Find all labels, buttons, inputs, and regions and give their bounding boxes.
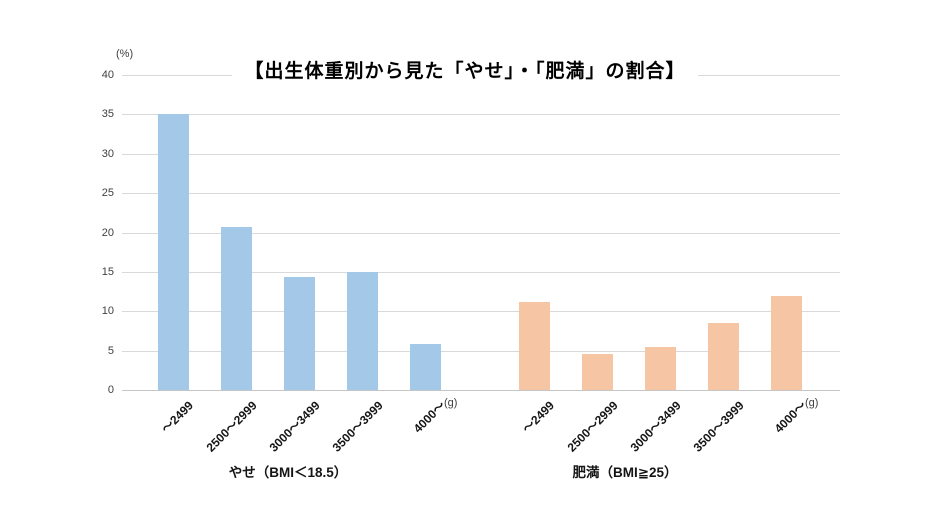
bar	[283, 276, 315, 390]
bar	[220, 226, 252, 390]
bar	[770, 296, 802, 390]
x-category-label: 2500～2999	[203, 398, 260, 455]
x-axis-unit-label: (g)	[444, 397, 458, 409]
x-axis-line	[122, 390, 840, 391]
y-tick-label: 35	[101, 108, 114, 121]
x-category-label: 3000～3499	[266, 398, 323, 455]
x-category-label: 3000～3499	[627, 398, 684, 455]
y-axis-unit-label: (%)	[116, 48, 134, 60]
y-tick-label: 25	[101, 187, 114, 200]
y-tick-label: 10	[101, 305, 114, 318]
x-category-label: 3500～3999	[329, 398, 386, 455]
x-category-label: ～2499	[520, 398, 558, 436]
bar	[518, 301, 550, 390]
bar	[346, 271, 378, 390]
x-category-label: 2500～2999	[564, 398, 621, 455]
gridline	[122, 350, 840, 352]
y-tick-label: 20	[101, 226, 114, 239]
gridline	[122, 153, 840, 155]
y-tick-label: 15	[101, 265, 114, 278]
gridline	[122, 271, 840, 273]
chart-title: 【出生体重別から見た「やせ」・「肥満」の割合】	[232, 56, 698, 83]
x-category-label: ～2499	[159, 398, 197, 436]
y-tick-label: 5	[107, 344, 114, 357]
y-tick-label: 30	[101, 147, 114, 160]
gridline	[122, 114, 840, 116]
x-category-label: 3500～3999	[690, 398, 747, 455]
series-group-label: 肥満（BMI≧25）	[572, 465, 678, 480]
y-tick-label: 40	[101, 69, 114, 81]
bar	[409, 343, 441, 390]
bar	[644, 346, 676, 390]
bar	[581, 353, 613, 390]
y-tick-label: 0	[107, 384, 114, 396]
gridline	[122, 232, 840, 234]
series-group-label: やせ（BMI＜18.5）	[228, 465, 348, 480]
x-axis-unit-label: (g)	[805, 397, 819, 409]
gridline	[122, 193, 840, 195]
bar	[707, 323, 739, 390]
gridline	[122, 311, 840, 313]
bar	[157, 113, 189, 390]
